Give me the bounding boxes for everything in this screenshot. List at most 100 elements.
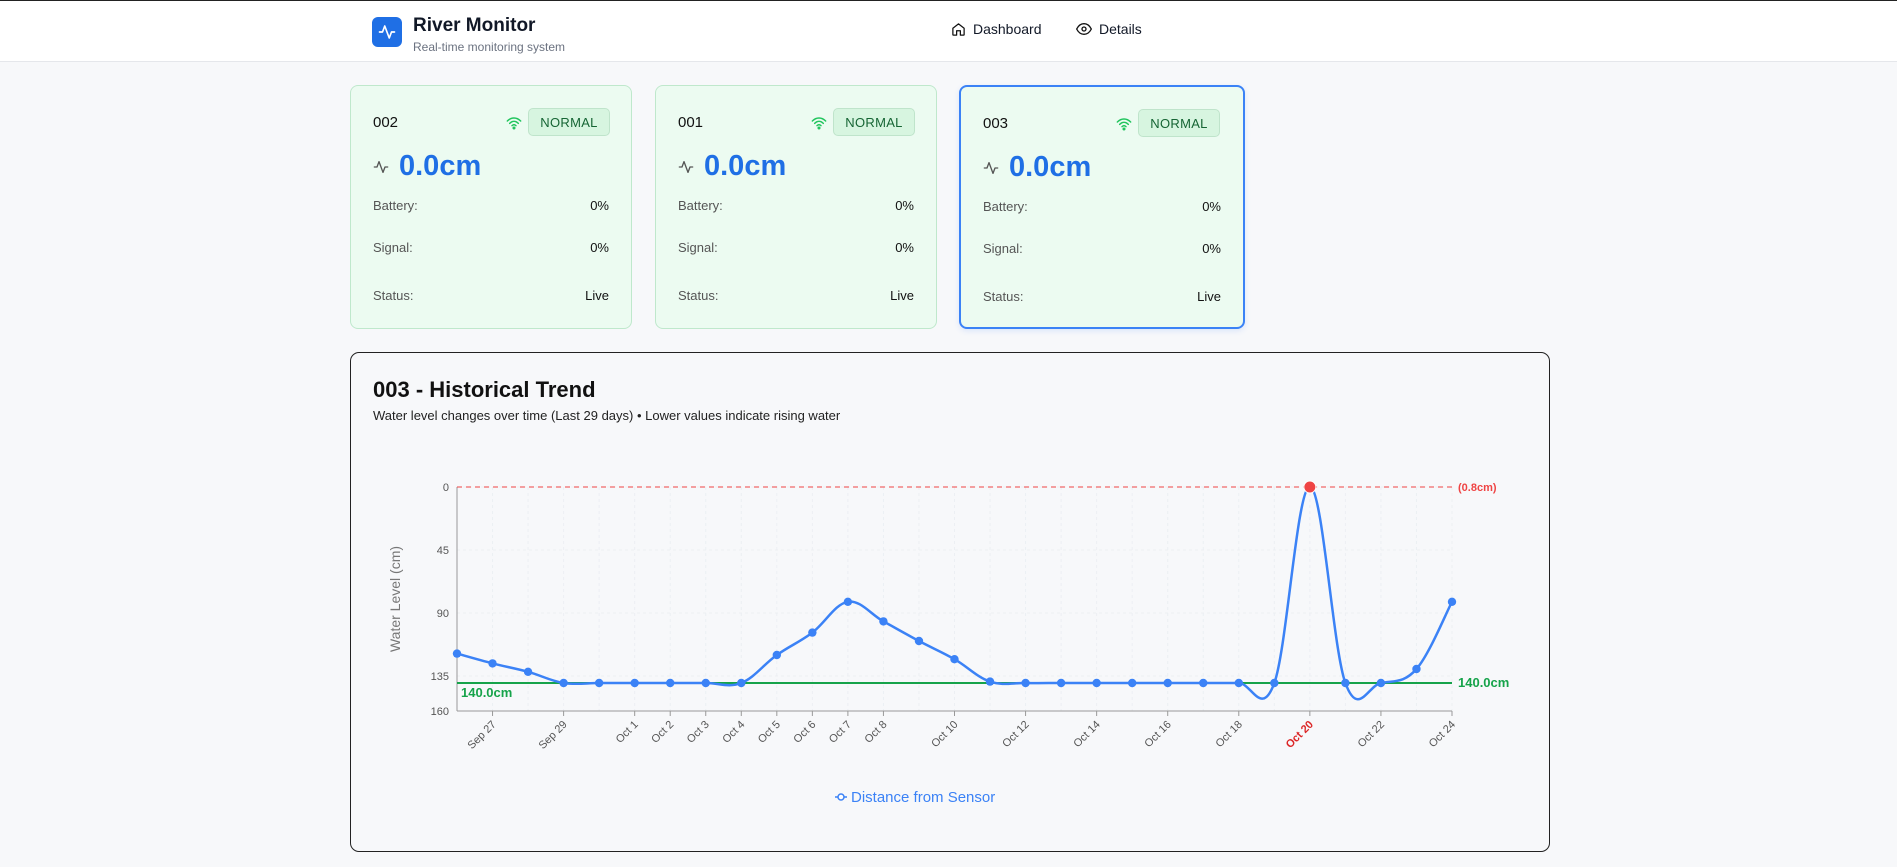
history-panel: 003 - Historical Trend Water level chang…	[350, 352, 1550, 852]
alert-line-label: (0.8cm)	[1458, 482, 1497, 494]
status-label: Status:	[983, 289, 1024, 304]
water-level-value: 0.0cm	[1009, 151, 1092, 183]
data-point	[1270, 678, 1279, 688]
x-tick-label: Oct 4	[720, 719, 747, 746]
y-tick-label: 0	[443, 482, 449, 494]
app-subtitle: Real-time monitoring system	[413, 40, 566, 54]
data-point	[914, 636, 924, 646]
status-value: Live	[890, 288, 914, 303]
activity-icon	[373, 160, 389, 173]
data-point	[1447, 597, 1457, 606]
sensor-card-selected[interactable]: 003 NORMAL 0.0cm Battery: 0% Signal: 0% …	[959, 85, 1245, 329]
wifi-icon	[1116, 118, 1132, 131]
data-point	[666, 678, 675, 688]
data-point	[879, 617, 888, 626]
panel-subtitle: Water level changes over time (Last 29 d…	[373, 408, 841, 423]
data-point	[1234, 678, 1243, 688]
y-tick-label: 90	[437, 608, 449, 620]
sensor-id: 003	[983, 115, 1009, 132]
peak-data-point	[1303, 480, 1317, 494]
data-point	[1163, 678, 1172, 688]
activity-icon	[983, 161, 999, 174]
data-point	[985, 677, 995, 686]
battery-value: 0%	[1202, 199, 1221, 214]
sensor-id: 002	[373, 114, 399, 131]
signal-value: 0%	[895, 240, 914, 255]
panel-title: 003 - Historical Trend	[373, 377, 596, 402]
x-tick-label: Oct 8	[862, 719, 889, 746]
sensor-id: 001	[678, 114, 704, 131]
signal-value: 0%	[590, 240, 609, 255]
status-badge: NORMAL	[1138, 109, 1220, 137]
data-point	[594, 678, 604, 688]
status-value: Live	[585, 288, 609, 303]
signal-label: Signal:	[678, 240, 718, 255]
x-tick-label: Oct 2	[649, 719, 676, 746]
top-bar: River Monitor Real-time monitoring syste…	[0, 0, 1897, 62]
battery-value: 0%	[590, 198, 609, 213]
x-tick-label: Oct 10	[929, 719, 960, 750]
status-badge: NORMAL	[528, 108, 610, 136]
x-tick-label: Oct 1	[614, 719, 641, 746]
water-level-value: 0.0cm	[399, 150, 482, 182]
data-point	[523, 667, 533, 676]
data-point	[950, 655, 959, 664]
legend-swatch-dot	[837, 793, 845, 801]
x-tick-label: Oct 14	[1071, 719, 1102, 750]
eye-icon	[1076, 23, 1092, 35]
app-title: River Monitor	[413, 15, 536, 36]
data-point	[1092, 678, 1101, 688]
activity-icon	[372, 17, 402, 47]
brand[interactable]: River Monitor Real-time monitoring syste…	[372, 15, 565, 54]
signal-value: 0%	[1202, 241, 1221, 256]
baseline-label-left: 140.0cm	[461, 685, 512, 700]
signal-label: Signal:	[373, 240, 413, 255]
data-point	[808, 628, 817, 637]
nav-dashboard-label: Dashboard	[973, 21, 1042, 37]
baseline-label-right: 140.0cm	[1458, 675, 1509, 690]
x-tick-label: Oct 24	[1427, 719, 1458, 750]
water-level-chart[interactable]: 0 45 90 135 160 Water Level (cm) Sep 27 Sep 29 O…	[351, 353, 1551, 853]
data-point	[559, 678, 568, 688]
x-tick-label: Sep 29	[537, 719, 570, 752]
water-level-value: 0.0cm	[704, 150, 787, 182]
y-tick-label: 45	[437, 545, 449, 557]
x-tick-label: Oct 6	[791, 719, 818, 746]
sensor-card[interactable]: 002 NORMAL 0.0cm Battery: 0% Signal: 0% …	[350, 85, 632, 329]
legend-label: Distance from Sensor	[851, 789, 995, 806]
data-point	[630, 678, 639, 688]
status-badge: NORMAL	[833, 108, 915, 136]
x-tick-label: Oct 3	[685, 719, 712, 746]
status-label: Status:	[678, 288, 719, 303]
home-icon	[952, 22, 965, 36]
x-tick-label: Oct 12	[1000, 719, 1031, 750]
x-tick-label: Oct 7	[827, 719, 854, 746]
nav-details[interactable]: Details	[1076, 21, 1142, 37]
data-point	[1127, 678, 1137, 688]
wifi-icon	[506, 117, 522, 130]
y-axis-label: Water Level (cm)	[387, 546, 403, 652]
battery-value: 0%	[895, 198, 914, 213]
x-tick-label: Oct 20	[1284, 719, 1316, 751]
sensor-card[interactable]: 001 NORMAL 0.0cm Battery: 0% Signal: 0% …	[655, 85, 937, 329]
x-tick-label: Oct 22	[1356, 719, 1387, 750]
y-tick-label: 135	[431, 671, 449, 683]
battery-label: Battery:	[373, 198, 418, 213]
data-point	[488, 659, 497, 668]
battery-label: Battery:	[678, 198, 723, 213]
nav-dashboard[interactable]: Dashboard	[951, 21, 1042, 37]
signal-label: Signal:	[983, 241, 1023, 256]
data-point	[1376, 678, 1386, 688]
data-point	[1341, 678, 1350, 688]
x-tick-label: Oct 5	[756, 719, 783, 746]
data-point	[701, 678, 710, 688]
data-point	[1021, 678, 1030, 688]
status-label: Status:	[373, 288, 414, 303]
data-point	[1412, 664, 1421, 674]
wifi-icon	[811, 117, 827, 130]
x-tick-label: Oct 18	[1214, 719, 1245, 750]
data-point	[1199, 678, 1208, 688]
battery-label: Battery:	[983, 199, 1028, 214]
status-value: Live	[1197, 289, 1221, 304]
data-point	[772, 650, 782, 660]
